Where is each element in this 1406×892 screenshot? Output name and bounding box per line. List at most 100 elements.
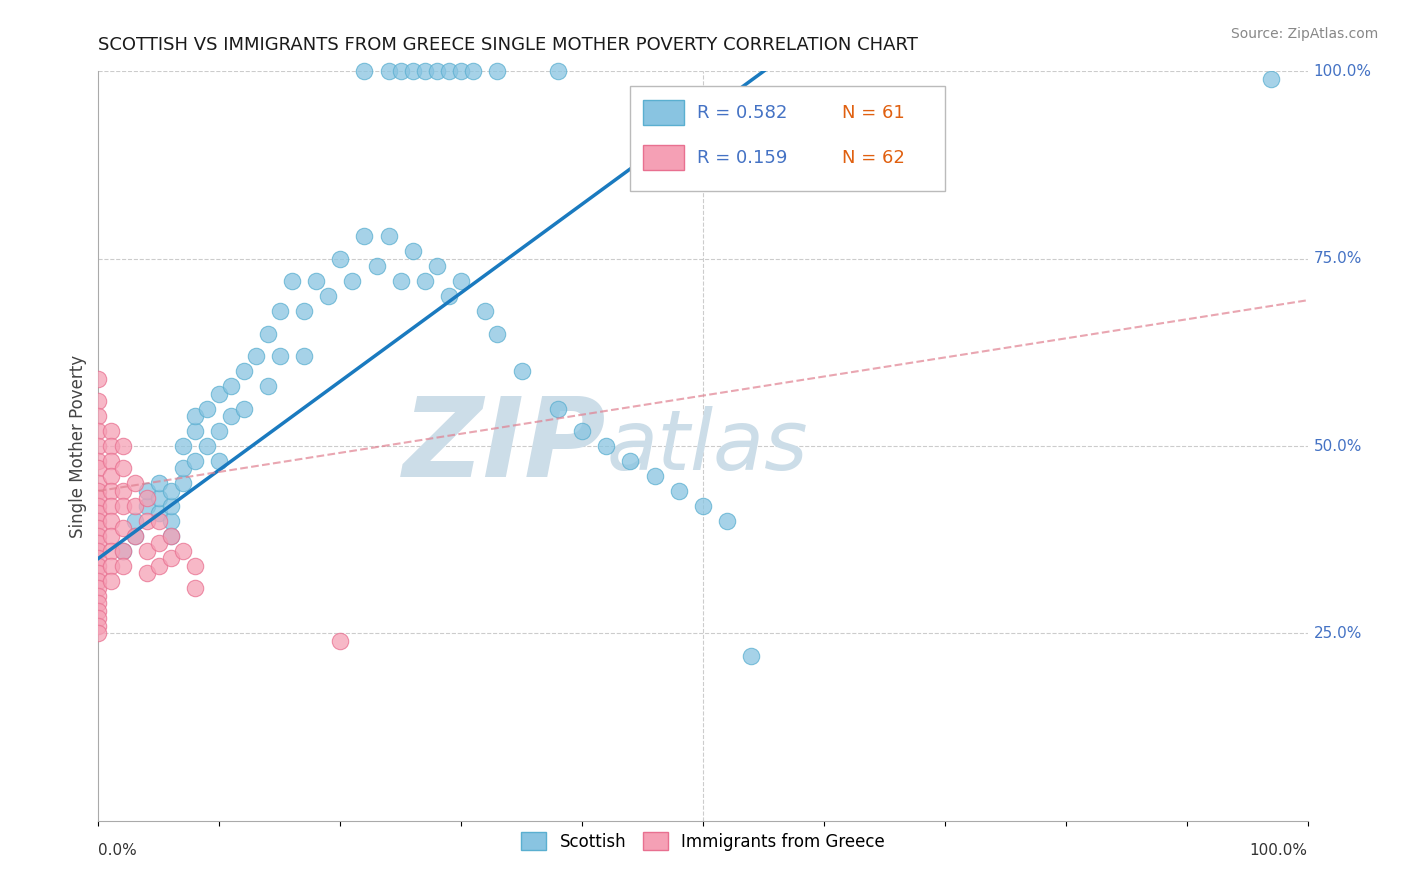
Point xyxy=(221,379,243,393)
Point xyxy=(160,499,183,513)
Point xyxy=(124,514,146,528)
Point xyxy=(87,626,110,640)
Point xyxy=(450,274,472,288)
Point xyxy=(148,514,170,528)
Point xyxy=(160,529,183,543)
Point xyxy=(305,274,328,288)
Point xyxy=(342,274,364,288)
Point xyxy=(389,274,412,288)
Point xyxy=(740,648,762,663)
Point xyxy=(172,461,194,475)
Point xyxy=(87,529,110,543)
Point xyxy=(160,551,183,566)
Point xyxy=(292,304,315,318)
Point xyxy=(87,536,110,550)
Point xyxy=(208,386,231,401)
Text: N = 61: N = 61 xyxy=(842,103,905,121)
Point xyxy=(486,64,509,78)
Point xyxy=(377,64,399,78)
Point xyxy=(426,64,449,78)
Point xyxy=(184,558,207,573)
Point xyxy=(184,454,207,468)
Point xyxy=(135,499,157,513)
Point xyxy=(100,529,122,543)
Point xyxy=(111,558,134,573)
Text: atlas: atlas xyxy=(606,406,808,486)
Point xyxy=(87,521,110,535)
Point xyxy=(87,491,110,506)
Point xyxy=(87,476,110,491)
Point xyxy=(668,483,690,498)
Point xyxy=(389,64,412,78)
Point xyxy=(135,483,157,498)
Point xyxy=(111,439,134,453)
Point xyxy=(160,514,183,528)
Point xyxy=(245,349,267,363)
Point xyxy=(619,454,641,468)
Point xyxy=(160,483,183,498)
Point xyxy=(413,274,436,288)
Point xyxy=(87,566,110,581)
Point xyxy=(1260,71,1282,86)
Point xyxy=(124,529,146,543)
Point xyxy=(87,499,110,513)
Point xyxy=(292,349,315,363)
Point xyxy=(124,499,146,513)
Point xyxy=(148,491,170,506)
Text: 25.0%: 25.0% xyxy=(1313,626,1362,640)
Point xyxy=(474,304,496,318)
Point xyxy=(232,401,254,416)
Point xyxy=(87,461,110,475)
Point xyxy=(87,424,110,438)
Point xyxy=(124,529,146,543)
Point xyxy=(87,604,110,618)
Point xyxy=(329,252,352,266)
Point xyxy=(111,544,134,558)
Text: Source: ZipAtlas.com: Source: ZipAtlas.com xyxy=(1230,27,1378,41)
Text: R = 0.159: R = 0.159 xyxy=(697,149,787,167)
Point xyxy=(316,289,339,303)
Point xyxy=(547,64,569,78)
Point xyxy=(281,274,304,288)
Point xyxy=(486,326,509,341)
Text: R = 0.582: R = 0.582 xyxy=(697,103,787,121)
Point xyxy=(87,544,110,558)
Legend: Scottish, Immigrants from Greece: Scottish, Immigrants from Greece xyxy=(515,826,891,857)
Point xyxy=(100,483,122,498)
Point xyxy=(172,544,194,558)
Point xyxy=(87,596,110,610)
Point xyxy=(100,544,122,558)
Point xyxy=(87,483,110,498)
Text: 0.0%: 0.0% xyxy=(98,843,138,858)
Point xyxy=(195,401,218,416)
Point xyxy=(100,499,122,513)
Point xyxy=(184,582,207,596)
Point xyxy=(413,64,436,78)
Point xyxy=(87,619,110,633)
Point xyxy=(111,499,134,513)
Point xyxy=(87,394,110,409)
Point xyxy=(111,544,134,558)
Point xyxy=(135,566,157,581)
Point xyxy=(437,64,460,78)
Point xyxy=(172,439,194,453)
FancyBboxPatch shape xyxy=(630,87,945,191)
Point xyxy=(87,574,110,588)
Point xyxy=(87,439,110,453)
Point xyxy=(100,514,122,528)
Point xyxy=(221,409,243,423)
Point xyxy=(111,461,134,475)
Point xyxy=(87,589,110,603)
Point xyxy=(87,582,110,596)
Point xyxy=(87,454,110,468)
Point xyxy=(426,259,449,273)
Point xyxy=(87,371,110,385)
Point xyxy=(100,424,122,438)
Point xyxy=(87,558,110,573)
Point xyxy=(402,244,425,259)
Point xyxy=(148,476,170,491)
Point xyxy=(172,476,194,491)
Point xyxy=(463,64,485,78)
Text: 50.0%: 50.0% xyxy=(1313,439,1362,453)
Point xyxy=(547,401,569,416)
